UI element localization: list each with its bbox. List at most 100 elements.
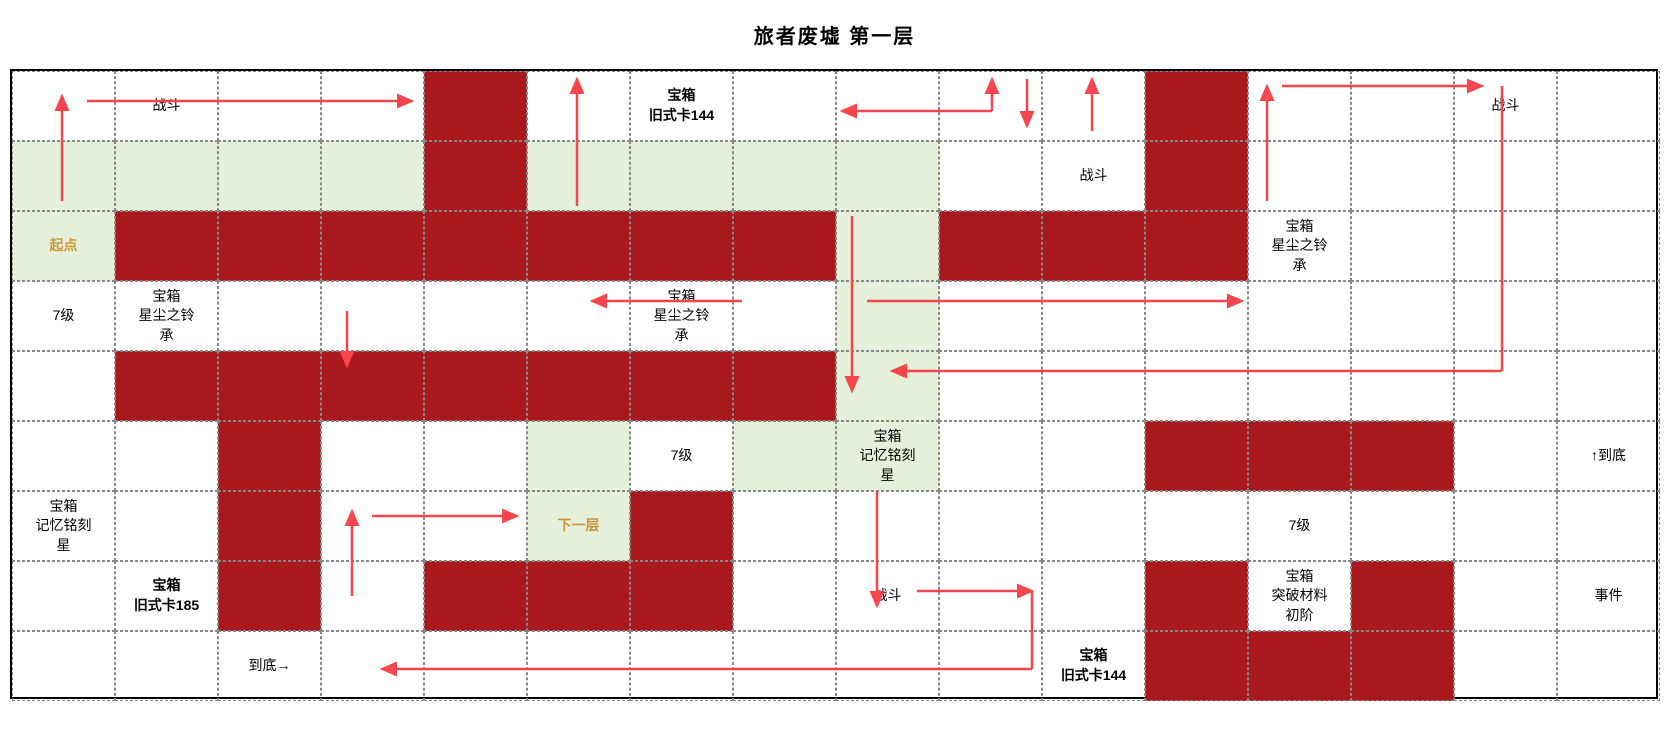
grid-cell-r6-c3 — [321, 491, 424, 561]
grid-cell-r1-c7 — [733, 141, 836, 211]
grid-cell-r0-c4 — [424, 71, 527, 141]
grid-cell-r5-c11 — [1145, 421, 1248, 491]
cell-label: 战斗 — [1492, 96, 1520, 116]
grid-cell-r1-c13 — [1351, 141, 1454, 211]
grid-cell-r3-c8 — [836, 281, 939, 351]
grid-cell-r1-c9 — [939, 141, 1042, 211]
grid-cell-r8-c15 — [1557, 631, 1660, 701]
grid-cell-r2-c4 — [424, 211, 527, 281]
cell-label: 7级 — [53, 306, 75, 326]
grid-cell-r2-c10 — [1042, 211, 1145, 281]
grid-cell-r3-c10 — [1042, 281, 1145, 351]
grid-cell-r7-c2 — [218, 561, 321, 631]
grid-cell-r0-c7 — [733, 71, 836, 141]
cell-label: 宝箱记忆铭刻星 — [36, 497, 92, 556]
cell-label: 宝箱旧式卡144 — [649, 86, 714, 125]
grid-cell-r7-c6 — [630, 561, 733, 631]
cell-label: 宝箱突破材料初阶 — [1272, 567, 1328, 626]
cell-label: 下一层 — [558, 516, 600, 536]
grid-cell-r2-c15 — [1557, 211, 1660, 281]
grid-cell-r2-c13 — [1351, 211, 1454, 281]
grid-cell-r3-c11 — [1145, 281, 1248, 351]
grid-cell-r8-c12 — [1248, 631, 1351, 701]
grid-cell-r6-c0: 宝箱记忆铭刻星 — [12, 491, 115, 561]
grid-cell-r8-c1 — [115, 631, 218, 701]
grid-cell-r0-c12 — [1248, 71, 1351, 141]
grid-cell-r0-c14: 战斗 — [1454, 71, 1557, 141]
map-grid: 战斗宝箱旧式卡144战斗战斗起点宝箱星尘之铃承7级宝箱星尘之铃承宝箱星尘之铃承7… — [10, 69, 1658, 699]
grid-cell-r5-c8: 宝箱记忆铭刻星 — [836, 421, 939, 491]
grid-cell-r3-c4 — [424, 281, 527, 351]
grid-cell-r6-c13 — [1351, 491, 1454, 561]
grid-cell-r3-c1: 宝箱星尘之铃承 — [115, 281, 218, 351]
grid-cell-r3-c2 — [218, 281, 321, 351]
grid-cell-r5-c13 — [1351, 421, 1454, 491]
grid-cell-r1-c6 — [630, 141, 733, 211]
grid-cell-r6-c7 — [733, 491, 836, 561]
cell-label: 宝箱记忆铭刻星 — [860, 427, 916, 486]
grid-cell-r0-c8 — [836, 71, 939, 141]
grid-cell-r6-c6 — [630, 491, 733, 561]
grid-cell-r5-c7 — [733, 421, 836, 491]
grid-cell-r7-c8: 战斗 — [836, 561, 939, 631]
grid-cell-r7-c13 — [1351, 561, 1454, 631]
grid-cell-r0-c0 — [12, 71, 115, 141]
grid-cell-r5-c1 — [115, 421, 218, 491]
grid-cell-r2-c11 — [1145, 211, 1248, 281]
grid-cell-r0-c3 — [321, 71, 424, 141]
grid-cell-r0-c2 — [218, 71, 321, 141]
grid-cell-r1-c12 — [1248, 141, 1351, 211]
grid-cell-r2-c8 — [836, 211, 939, 281]
grid-cell-r2-c7 — [733, 211, 836, 281]
grid-cell-r0-c15 — [1557, 71, 1660, 141]
grid-cell-r1-c0 — [12, 141, 115, 211]
grid-cell-r6-c14 — [1454, 491, 1557, 561]
grid-cell-r4-c9 — [939, 351, 1042, 421]
grid-cell-r6-c10 — [1042, 491, 1145, 561]
cell-label: 战斗 — [153, 96, 181, 116]
grid-cell-r7-c9 — [939, 561, 1042, 631]
grid-cell-r7-c5 — [527, 561, 630, 631]
grid-cell-r3-c3 — [321, 281, 424, 351]
grid-cell-r2-c9 — [939, 211, 1042, 281]
grid-cell-r8-c13 — [1351, 631, 1454, 701]
grid-cell-r2-c3 — [321, 211, 424, 281]
cell-label: 宝箱星尘之铃承 — [654, 287, 710, 346]
grid-cell-r2-c6 — [630, 211, 733, 281]
grid-cell-r1-c2 — [218, 141, 321, 211]
grid-cell-r5-c5 — [527, 421, 630, 491]
grid-cell-r7-c0 — [12, 561, 115, 631]
grid-cell-r5-c12 — [1248, 421, 1351, 491]
grid-cell-r1-c8 — [836, 141, 939, 211]
grid-cell-r5-c0 — [12, 421, 115, 491]
grid-cell-r8-c3 — [321, 631, 424, 701]
grid-cell-r8-c9 — [939, 631, 1042, 701]
grid-cell-r0-c6: 宝箱旧式卡144 — [630, 71, 733, 141]
grid-cell-r8-c11 — [1145, 631, 1248, 701]
grid-cell-r3-c5 — [527, 281, 630, 351]
grid-cell-r6-c5: 下一层 — [527, 491, 630, 561]
grid-cell-r1-c11 — [1145, 141, 1248, 211]
grid-cell-r1-c3 — [321, 141, 424, 211]
grid-cell-r0-c9 — [939, 71, 1042, 141]
grid-cell-r6-c9 — [939, 491, 1042, 561]
grid-cell-r2-c14 — [1454, 211, 1557, 281]
grid-cell-r7-c1: 宝箱旧式卡185 — [115, 561, 218, 631]
page-title: 旅者废墟 第一层 — [10, 10, 1659, 69]
grid-cell-r6-c15 — [1557, 491, 1660, 561]
grid-cell-r8-c8 — [836, 631, 939, 701]
grid-cell-r3-c0: 7级 — [12, 281, 115, 351]
grid-cell-r1-c4 — [424, 141, 527, 211]
grid-cell-r6-c12: 7级 — [1248, 491, 1351, 561]
grid-cell-r3-c15 — [1557, 281, 1660, 351]
grid-cell-r8-c7 — [733, 631, 836, 701]
grid-cell-r5-c3 — [321, 421, 424, 491]
grid-cell-r0-c10 — [1042, 71, 1145, 141]
grid-cell-r2-c5 — [527, 211, 630, 281]
grid-cell-r2-c2 — [218, 211, 321, 281]
cell-label: 宝箱星尘之铃承 — [1272, 217, 1328, 276]
grid-cell-r4-c1 — [115, 351, 218, 421]
grid-cell-r4-c5 — [527, 351, 630, 421]
grid-cell-r3-c7 — [733, 281, 836, 351]
grid-cell-r6-c2 — [218, 491, 321, 561]
